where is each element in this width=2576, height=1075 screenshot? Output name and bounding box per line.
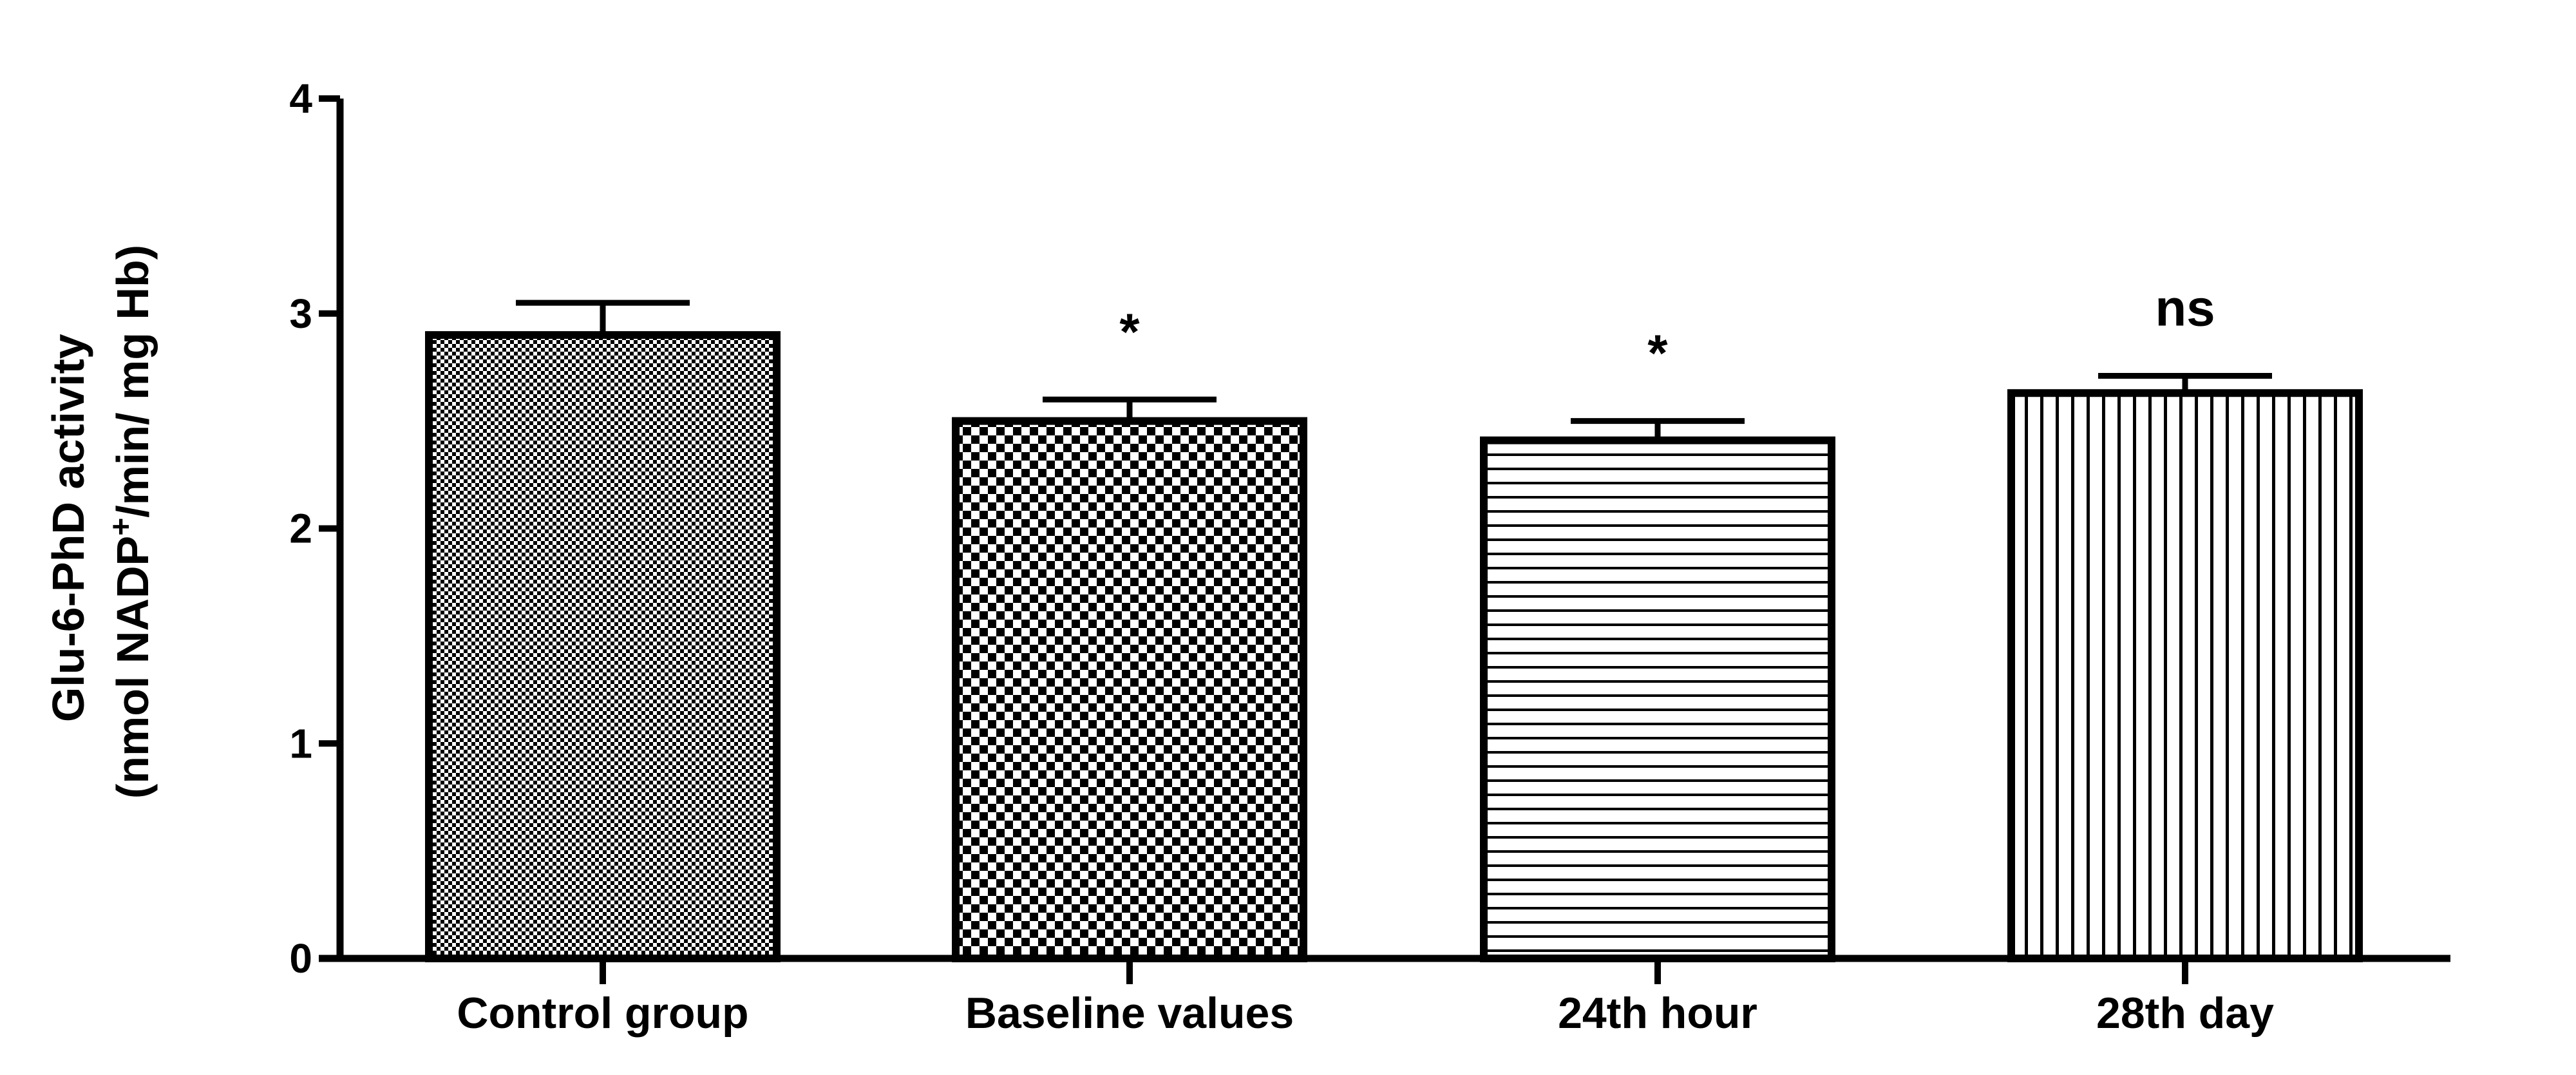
y-tick-label: 4 — [289, 75, 312, 122]
y-axis-title-line1: Glu-6-PhD activity — [43, 334, 93, 722]
category-label: Baseline values — [965, 989, 1294, 1038]
bar — [425, 331, 781, 962]
category-label: Control group — [457, 989, 748, 1038]
bar — [2007, 389, 2363, 962]
bar — [952, 417, 1307, 962]
y-tick-label: 3 — [289, 290, 312, 337]
x-axis-ticks — [600, 958, 2188, 984]
bar — [1480, 436, 1835, 962]
category-label: 24th hour — [1558, 989, 1757, 1038]
y-axis-title: Glu-6-PhD activity (nmol NADP+/min/ mg H… — [43, 245, 158, 799]
y-axis-ticks: 0 1 2 3 4 — [289, 75, 340, 982]
y-axis-title-line2-rest: /min/ mg Hb) — [108, 245, 158, 518]
y-tick-label: 0 — [289, 935, 312, 982]
y-tick-label: 1 — [289, 720, 312, 766]
category-label: 28th day — [2096, 989, 2274, 1038]
bars: * * ns — [425, 280, 2363, 962]
y-axis-title-superscript: + — [104, 518, 138, 536]
category-labels: Control group Baseline values 24th hour 28t… — [457, 989, 2274, 1038]
significance-label: ns — [2155, 280, 2215, 337]
y-tick-label: 2 — [289, 506, 312, 552]
y-axis-title-line2: (nmol NADP — [108, 536, 158, 799]
significance-label: * — [1119, 303, 1140, 360]
significance-label: * — [1647, 325, 1668, 382]
